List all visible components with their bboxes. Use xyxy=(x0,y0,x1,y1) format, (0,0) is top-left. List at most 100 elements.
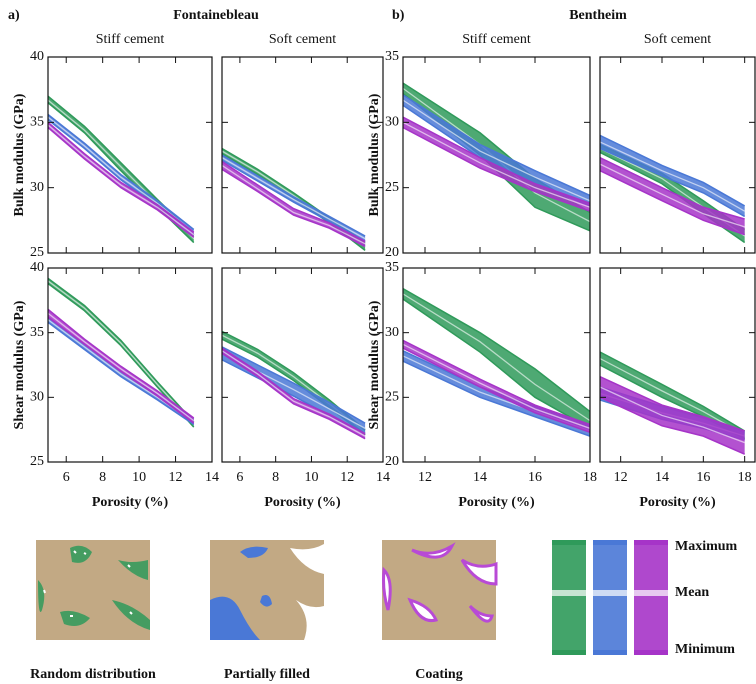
legend-label: Coating xyxy=(415,667,462,682)
frame xyxy=(221,267,384,463)
mean-line xyxy=(403,99,590,202)
mean-line xyxy=(403,121,590,208)
x-tick-label: 12 xyxy=(340,470,354,485)
mean-line xyxy=(222,350,366,437)
band-edge xyxy=(48,121,195,233)
band xyxy=(222,161,366,247)
mean-line xyxy=(600,163,745,228)
x-tick-label: 12 xyxy=(418,470,432,485)
x-tick-label: 16 xyxy=(528,470,542,485)
y-tick-label: 30 xyxy=(30,390,44,405)
band-edge xyxy=(48,316,195,424)
y-tick-label: 40 xyxy=(30,260,44,275)
band-edge xyxy=(403,360,590,437)
band-edge xyxy=(600,156,745,220)
band-edge xyxy=(403,339,590,426)
legend-edge xyxy=(634,650,668,655)
x-tick-label: 12 xyxy=(614,470,628,485)
legend-edge xyxy=(593,650,627,655)
y-tick-label: 40 xyxy=(30,49,44,64)
x-tick-label: 10 xyxy=(304,470,318,485)
mean-line xyxy=(48,124,195,236)
panel-title: Stiff cement xyxy=(96,32,165,47)
y-tick-label: 35 xyxy=(30,115,44,130)
y-tick-label: 35 xyxy=(30,325,44,340)
y-axis-label: Bulk modulus (GPa) xyxy=(12,93,27,216)
band-edge xyxy=(222,347,366,435)
frame xyxy=(47,267,213,463)
band-edge xyxy=(222,154,366,237)
plot-area xyxy=(222,147,366,251)
frame xyxy=(47,56,213,254)
legend-edge xyxy=(593,540,627,545)
y-tick-label: 25 xyxy=(30,454,44,469)
x-tick-label: 6 xyxy=(236,470,243,485)
frame xyxy=(221,56,384,254)
x-axis-label: Porosity (%) xyxy=(92,495,169,510)
y-tick-label: 25 xyxy=(385,180,399,195)
panel-title: Soft cement xyxy=(644,32,711,47)
legend-band-label: Maximum xyxy=(675,539,738,554)
band-edge xyxy=(48,321,195,426)
panel-title: Stiff cement xyxy=(462,32,531,47)
legend-band-label: Mean xyxy=(675,585,709,600)
band-edge xyxy=(600,134,746,207)
y-tick-label: 30 xyxy=(385,115,399,130)
band-edge xyxy=(48,277,195,423)
legend-label: Partially filled xyxy=(224,667,310,682)
x-axis-label: Porosity (%) xyxy=(639,495,716,510)
mean-line xyxy=(403,343,590,429)
x-tick-label: 14 xyxy=(473,470,487,485)
mean-line xyxy=(600,386,745,444)
legend-swatch xyxy=(634,540,668,655)
y-tick-label: 25 xyxy=(30,245,44,260)
x-tick-label: 16 xyxy=(696,470,710,485)
band-edge xyxy=(222,168,366,248)
band-edge xyxy=(403,347,590,433)
band-edge xyxy=(600,351,746,432)
group-title: Bentheim xyxy=(569,8,627,23)
band-edge xyxy=(600,170,745,236)
legend-edge xyxy=(552,540,586,545)
mean-line xyxy=(48,312,195,422)
panel-label: a) xyxy=(8,8,20,23)
legend-edge xyxy=(552,650,586,655)
frame xyxy=(599,56,756,254)
y-tick-label: 35 xyxy=(385,49,399,64)
mean-line xyxy=(222,164,366,245)
group-title: Fontainebleau xyxy=(173,8,259,23)
band xyxy=(48,122,194,238)
y-tick-label: 35 xyxy=(385,260,399,275)
panel-title: Soft cement xyxy=(269,32,336,47)
frame xyxy=(599,267,756,463)
band-edge xyxy=(48,126,195,238)
x-tick-label: 10 xyxy=(132,470,146,485)
band-edge xyxy=(403,298,590,430)
legend-swatch xyxy=(593,540,627,655)
x-tick-label: 18 xyxy=(738,470,752,485)
panel-label: b) xyxy=(392,8,405,23)
band-edge xyxy=(403,94,590,197)
y-axis-label: Bulk modulus (GPa) xyxy=(367,93,382,216)
x-tick-label: 14 xyxy=(376,470,390,485)
band-edge xyxy=(222,352,366,440)
band-edge xyxy=(48,308,195,419)
band-edge xyxy=(403,126,590,212)
band-edge xyxy=(600,396,745,455)
band xyxy=(403,117,590,212)
y-tick-label: 20 xyxy=(385,245,399,260)
y-tick-label: 25 xyxy=(385,390,399,405)
band xyxy=(600,144,745,243)
band xyxy=(403,94,590,206)
x-tick-label: 8 xyxy=(272,470,279,485)
band-edge xyxy=(222,160,366,242)
band-edge xyxy=(222,159,366,242)
y-axis-label: Shear modulus (GPa) xyxy=(367,300,382,429)
mean-line xyxy=(403,293,590,422)
thumb-partial xyxy=(210,540,324,640)
plot-area xyxy=(48,95,195,244)
thumb-random xyxy=(36,540,150,640)
plot-area xyxy=(600,134,746,244)
band-edge xyxy=(600,147,746,218)
legend-swatch xyxy=(552,540,586,655)
